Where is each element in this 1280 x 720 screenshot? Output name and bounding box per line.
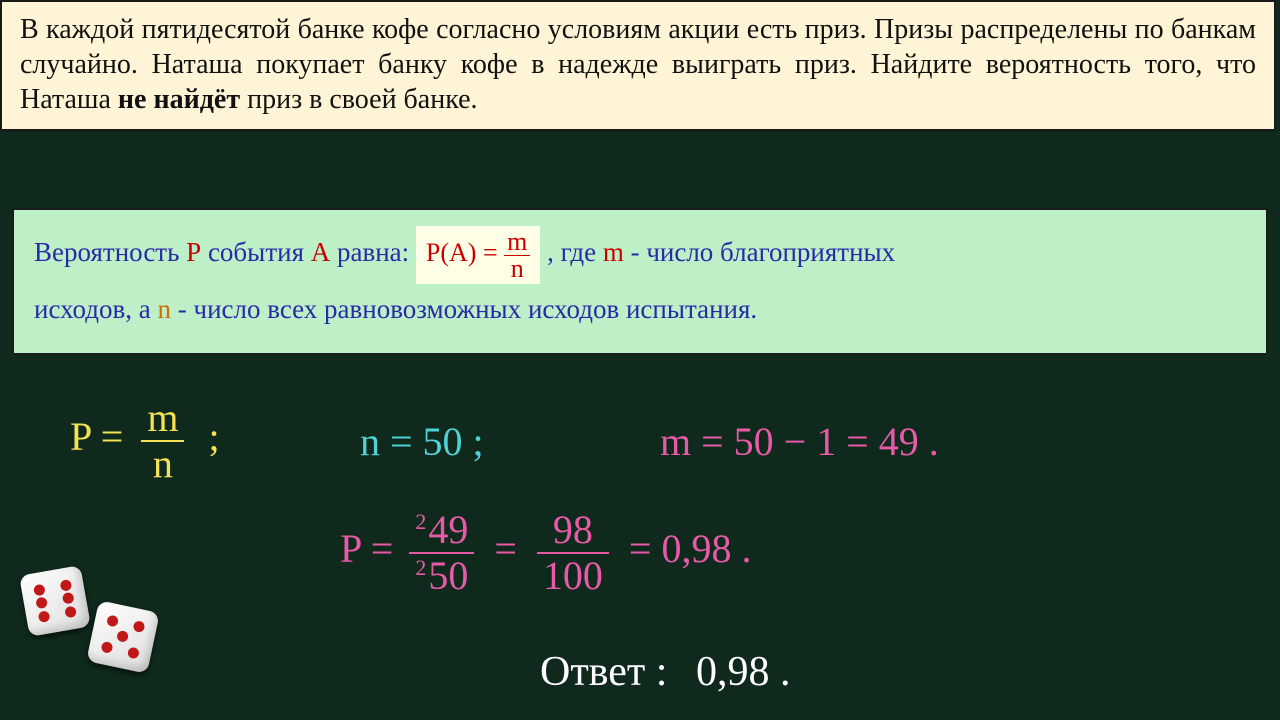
work-n-eq: n = 50 ; bbox=[360, 418, 484, 465]
problem-statement-box: В каждой пятидесятой банке кофе согласно… bbox=[0, 0, 1276, 131]
work-calc-f2-num: 98 bbox=[537, 510, 609, 554]
work-calc-P: P = bbox=[340, 526, 393, 571]
work-calc-frac1: 249 250 bbox=[409, 510, 474, 596]
def-t6: исходов, а bbox=[34, 294, 158, 324]
work-calc-f2-den: 100 bbox=[537, 554, 609, 596]
work-P-frac-den: n bbox=[141, 442, 184, 484]
definition-box: Вероятность Р события А равна: Р(А) = mn… bbox=[12, 208, 1268, 355]
work-P-eq: P = m n ; bbox=[70, 398, 220, 484]
answer-line: Ответ : 0,98 . bbox=[540, 648, 790, 696]
def-n: n bbox=[158, 294, 172, 324]
work-calc-eq1: = bbox=[494, 526, 517, 571]
def-formula-num: m bbox=[504, 229, 530, 256]
def-m: m bbox=[603, 237, 624, 267]
work-calc-f1-den-sup: 2 bbox=[415, 555, 426, 580]
def-formula: Р(А) = mn bbox=[416, 226, 540, 284]
dice-icon-2 bbox=[86, 600, 160, 674]
work-calc-frac1-num: 249 bbox=[409, 510, 474, 554]
work-P-frac-num: m bbox=[141, 398, 184, 442]
def-formula-lhs: Р(А) = bbox=[426, 238, 504, 267]
work-calc-f1-num-sup: 2 bbox=[415, 509, 426, 534]
def-A: А bbox=[311, 237, 331, 267]
def-formula-frac: mn bbox=[504, 229, 530, 282]
def-formula-den: n bbox=[504, 256, 530, 282]
work-calc-eq2: = 0,98 . bbox=[629, 526, 752, 571]
def-t4: , где bbox=[540, 237, 602, 267]
def-t7: - число всех равновозможных исходов испы… bbox=[171, 294, 757, 324]
answer-label: Ответ : bbox=[540, 649, 667, 695]
work-P-label: P = bbox=[70, 414, 123, 459]
work-calc-frac2: 98 100 bbox=[537, 510, 609, 596]
chalkboard-canvas: В каждой пятидесятой банке кофе согласно… bbox=[0, 0, 1280, 720]
problem-text-post: приз в своей банке. bbox=[240, 84, 477, 115]
problem-text-bold: не найдёт bbox=[118, 84, 240, 115]
answer-value: 0,98 . bbox=[696, 649, 791, 695]
work-P-semicolon: ; bbox=[208, 414, 219, 459]
work-calc-f1-num: 49 bbox=[428, 507, 468, 552]
work-P-frac: m n bbox=[141, 398, 184, 484]
def-t2: события bbox=[201, 237, 311, 267]
work-m-eq: m = 50 − 1 = 49 . bbox=[660, 418, 939, 465]
def-t5: - число благоприятных bbox=[624, 237, 895, 267]
dice-icon-1 bbox=[19, 565, 91, 637]
work-calc: P = 249 250 = 98 100 = 0,98 . bbox=[340, 510, 751, 596]
def-t1: Вероятность bbox=[34, 237, 186, 267]
def-P: Р bbox=[186, 237, 201, 267]
def-t3: равна: bbox=[330, 237, 416, 267]
work-calc-f1-den: 50 bbox=[428, 553, 468, 598]
work-calc-frac1-den: 250 bbox=[409, 554, 474, 596]
